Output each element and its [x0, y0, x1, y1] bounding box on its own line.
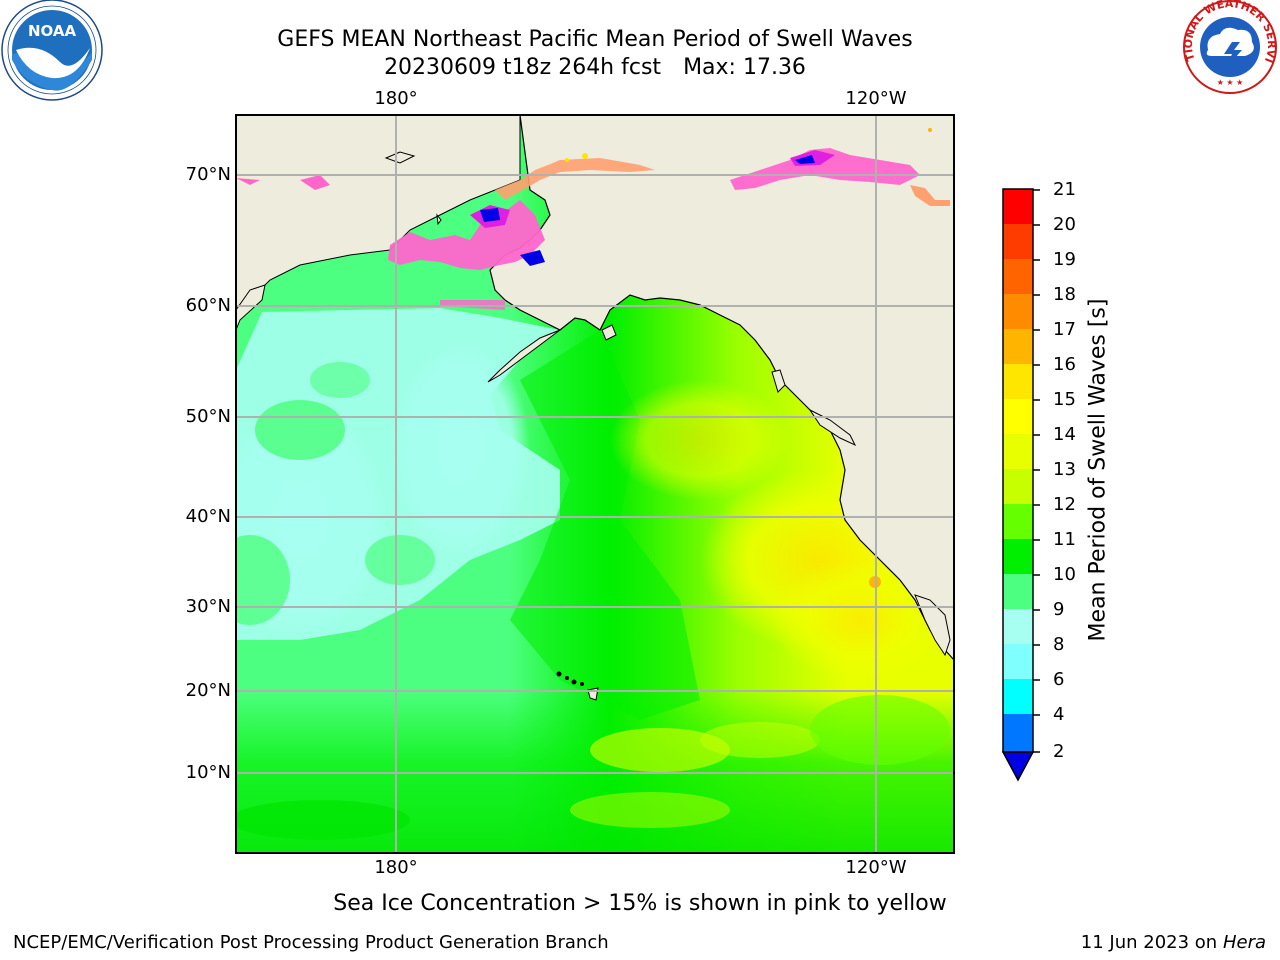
credit-text: NCEP/EMC/Verification Post Processing Pr…	[13, 932, 609, 953]
colorbar-tick: 15	[1053, 389, 1076, 410]
map-frame	[235, 114, 955, 854]
colorbar-tick: 16	[1053, 354, 1076, 375]
colorbar-title: Mean Period of Swell Waves [s]	[1085, 298, 1111, 642]
sea-ice-overlay	[236, 128, 950, 310]
lat-label-40n: 40°N	[185, 506, 231, 527]
colorbar-tick: 8	[1053, 634, 1065, 655]
max-value: Max: 17.36	[683, 55, 806, 80]
lon-label-top-120w: 120°W	[845, 88, 907, 109]
map-graticule	[236, 115, 954, 853]
lon-label-top-180: 180°	[374, 88, 418, 109]
colorbar-tick: 14	[1053, 424, 1076, 445]
colorbar-tick: 4	[1053, 704, 1065, 725]
host-name: Hera	[1222, 932, 1266, 953]
lat-label-50n: 50°N	[185, 406, 231, 427]
map-title: GEFS MEAN Northeast Pacific Mean Period …	[277, 27, 913, 52]
map-subtitle: 20230609 t18z 264h fcst Max: 17.36	[0, 55, 1190, 80]
colorbar-tick: 12	[1053, 494, 1076, 515]
nws-logo-text: NATIONAL WEATHER SERVICE	[0, 0, 1278, 65]
colorbar-tick: 21	[1053, 179, 1076, 200]
colorbar-tick: 9	[1053, 599, 1065, 620]
lon-label-bottom-180: 180°	[374, 857, 418, 878]
colorbar-tick: 13	[1053, 459, 1076, 480]
lon-label-bottom-120w: 120°W	[845, 857, 907, 878]
nws-logo: ★ ★ ★ NATIONAL WEATHER SERVICE	[0, 0, 1278, 94]
lat-label-60n: 60°N	[185, 295, 231, 316]
lat-label-10n: 10°N	[185, 762, 231, 783]
colorbar	[1001, 188, 1040, 782]
sea-ice-note: Sea Ice Concentration > 15% is shown in …	[333, 891, 947, 916]
colorbar-tick: 11	[1053, 529, 1076, 550]
svg-text:★ ★ ★: ★ ★ ★	[1217, 78, 1244, 87]
svg-text:NATIONAL WEATHER SERVICE: NATIONAL WEATHER SERVICE	[0, 0, 1278, 65]
colorbar-tick: 19	[1053, 249, 1076, 270]
colorbar-tick: 10	[1053, 564, 1076, 585]
run-info: 20230609 t18z 264h fcst	[384, 55, 662, 80]
date-text: 11 Jun 2023 on	[1080, 932, 1218, 953]
noaa-logo-text: NOAA	[28, 22, 77, 40]
colorbar-tick: 20	[1053, 214, 1076, 235]
lat-label-30n: 30°N	[185, 596, 231, 617]
map-field	[236, 115, 954, 853]
colorbar-tick: 2	[1053, 741, 1065, 762]
colorbar-tick: 18	[1053, 284, 1076, 305]
colorbar-tick: 17	[1053, 319, 1076, 340]
colorbar-tick: 6	[1053, 669, 1065, 690]
generation-date: 11 Jun 2023 on Hera	[1081, 932, 1266, 953]
lat-label-20n: 20°N	[185, 680, 231, 701]
noaa-logo: NOAA	[1, 0, 103, 101]
lat-label-70n: 70°N	[185, 164, 231, 185]
